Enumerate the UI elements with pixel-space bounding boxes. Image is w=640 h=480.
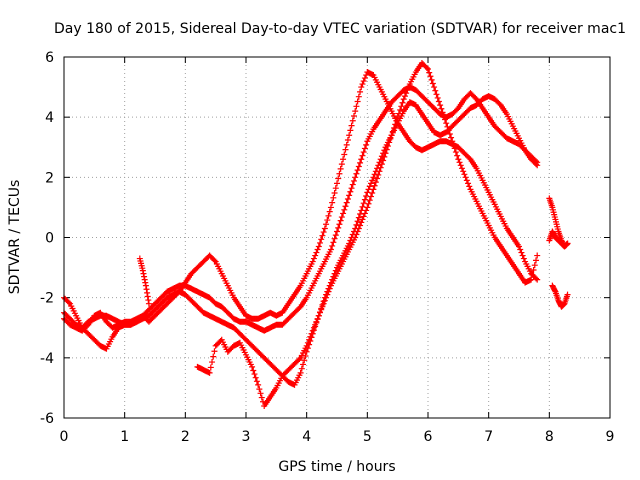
series-track-8 <box>136 255 152 307</box>
x-tick-label: 9 <box>606 429 615 445</box>
y-tick-label: -4 <box>40 351 54 367</box>
series-track-7 <box>549 282 571 310</box>
plus-markers <box>546 228 571 250</box>
y-tick-label: 4 <box>45 110 54 126</box>
x-tick-label: 8 <box>545 429 554 445</box>
x-tick-label: 1 <box>120 429 129 445</box>
x-tick-label: 0 <box>60 429 69 445</box>
plus-markers <box>549 282 571 310</box>
x-tick-label: 4 <box>302 429 311 445</box>
plus-markers <box>61 93 541 388</box>
y-axis-label: SDTVAR / TECUs <box>7 180 23 295</box>
x-tick-label: 5 <box>363 429 372 445</box>
y-tick-label: 6 <box>45 50 54 66</box>
series-track-6 <box>546 228 571 250</box>
y-tick-label: -2 <box>40 291 54 307</box>
chart-title: Day 180 of 2015, Sidereal Day-to-day VTE… <box>54 21 626 37</box>
plus-markers <box>194 60 541 409</box>
series-track-3 <box>61 93 541 388</box>
plus-markers <box>136 255 152 307</box>
x-tick-label: 3 <box>242 429 251 445</box>
axes: 0 1 2 3 4 5 6 7 8 9 -6 -4 -2 0 2 4 6 <box>40 50 614 445</box>
plus-markers <box>61 84 541 352</box>
y-tick-label: -6 <box>40 411 54 427</box>
series-track-2 <box>61 84 541 352</box>
series-track-4 <box>194 60 541 409</box>
grid <box>64 57 610 418</box>
data-points <box>61 60 571 409</box>
x-tick-label: 7 <box>484 429 493 445</box>
y-tick-label: 0 <box>45 231 54 247</box>
x-axis-label: GPS time / hours <box>278 459 395 475</box>
plot-frame <box>63 56 611 419</box>
y-tick-label: 2 <box>45 170 54 186</box>
x-tick-label: 2 <box>181 429 190 445</box>
x-tick-label: 6 <box>424 429 433 445</box>
